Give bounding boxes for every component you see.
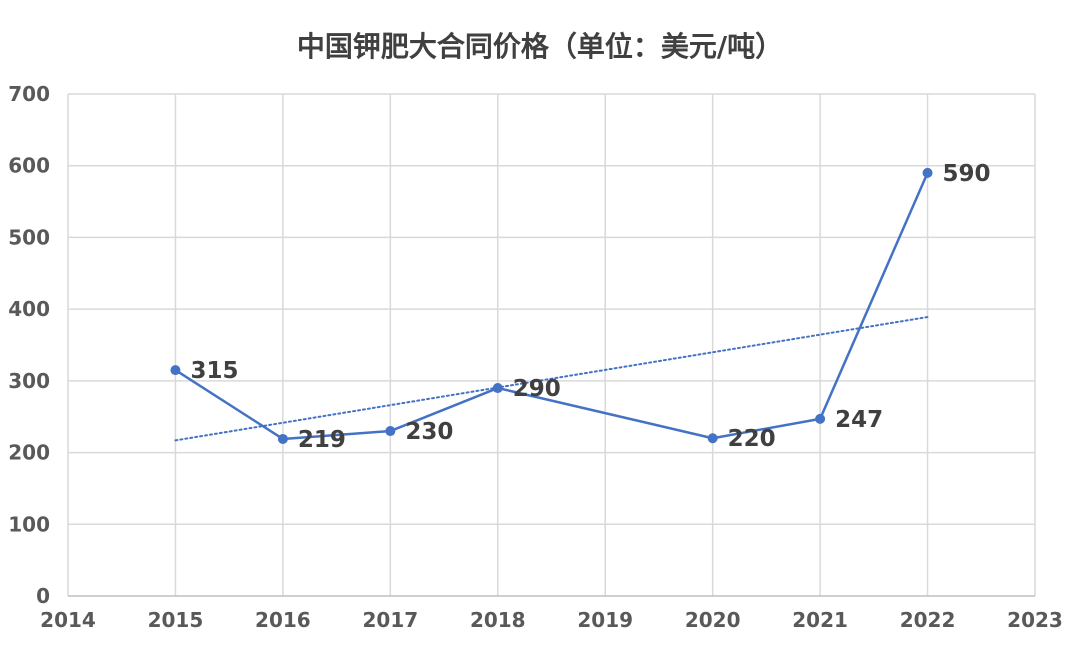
y-tick-label: 200 — [8, 441, 50, 465]
y-tick-label: 400 — [8, 297, 50, 321]
data-point — [170, 365, 181, 376]
data-point — [492, 383, 503, 394]
tick-labels: 0 100 200 300 400 500 600 700 2014 2015 2016 2017 20… — [8, 82, 1063, 632]
data-labels: 315 219 230 290 220 247 590 — [190, 161, 990, 453]
x-tick-label: 2014 — [40, 608, 96, 632]
x-tick-label: 2021 — [792, 608, 848, 632]
x-tick-label: 2018 — [470, 608, 526, 632]
series — [170, 167, 933, 444]
data-label: 230 — [405, 419, 453, 445]
x-tick-label: 2016 — [255, 608, 311, 632]
data-point — [277, 433, 288, 444]
trendline — [174, 316, 929, 442]
data-point — [707, 433, 718, 444]
grid-lines — [67, 93, 1036, 596]
data-label: 290 — [513, 376, 561, 402]
data-label: 220 — [728, 426, 776, 452]
data-label: 247 — [835, 407, 883, 433]
y-tick-label: 600 — [8, 154, 50, 178]
y-tick-label: 0 — [36, 584, 50, 608]
y-tick-label: 300 — [8, 369, 50, 393]
x-tick-label: 2019 — [577, 608, 633, 632]
y-tick-label: 100 — [8, 512, 50, 536]
x-tick-label: 2017 — [362, 608, 418, 632]
x-tick-label: 2023 — [1007, 608, 1063, 632]
y-tick-label: 500 — [8, 225, 50, 249]
data-point — [385, 426, 396, 437]
data-label: 219 — [298, 427, 346, 453]
data-point — [922, 167, 933, 178]
x-tick-label: 2015 — [148, 608, 204, 632]
x-tick-label: 2022 — [900, 608, 956, 632]
chart-title: 中国钾肥大合同价格（单位：美元/吨） — [297, 30, 783, 63]
data-label: 315 — [190, 358, 238, 384]
data-label: 590 — [943, 161, 991, 187]
x-tick-label: 2020 — [685, 608, 741, 632]
trendline-line — [174, 316, 929, 442]
y-tick-label: 700 — [8, 82, 50, 106]
data-point — [815, 413, 826, 424]
